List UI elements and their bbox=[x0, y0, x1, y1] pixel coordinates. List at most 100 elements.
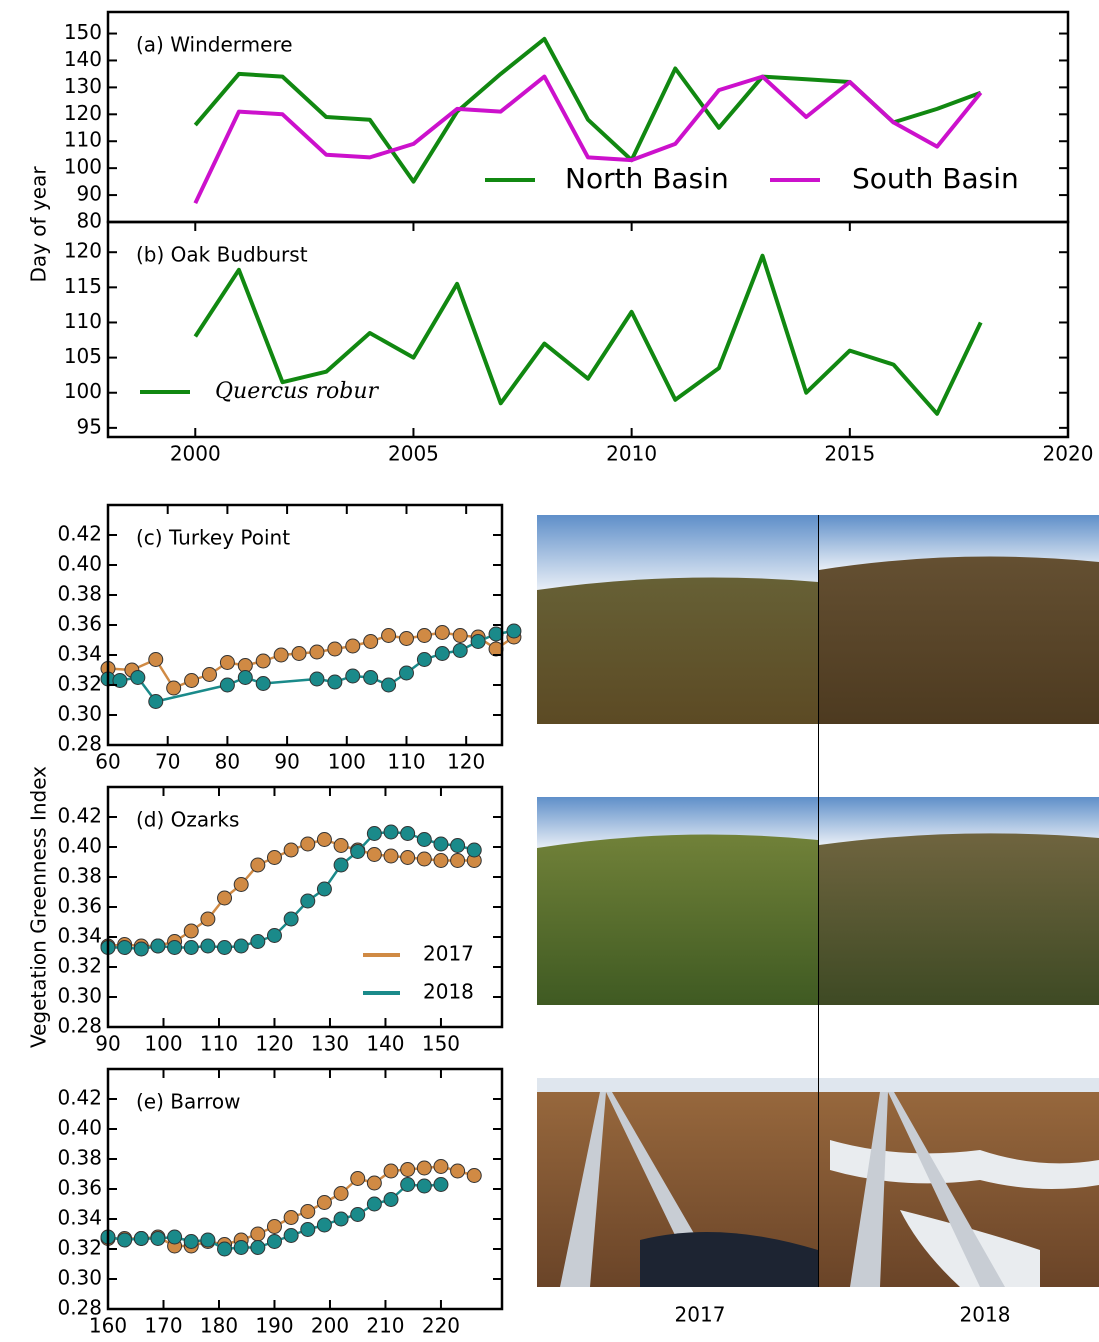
data-point bbox=[384, 849, 398, 863]
y-tick-label: 0.42 bbox=[57, 804, 102, 828]
data-point bbox=[434, 854, 448, 868]
x-tick-label: 2000 bbox=[170, 442, 221, 466]
data-point bbox=[382, 629, 396, 643]
y-tick-label: 0.40 bbox=[57, 552, 102, 576]
y-tick-label: 0.32 bbox=[57, 1236, 102, 1260]
y-axis-label: Vegetation Greenness Index bbox=[27, 766, 51, 1048]
photo-sky bbox=[537, 1078, 818, 1092]
data-point bbox=[256, 654, 270, 668]
data-point bbox=[467, 843, 481, 857]
legend-label: 2017 bbox=[423, 942, 474, 966]
data-point bbox=[301, 837, 315, 851]
data-point bbox=[434, 1178, 448, 1192]
data-point bbox=[310, 645, 324, 659]
data-point bbox=[234, 1241, 248, 1255]
data-point bbox=[384, 825, 398, 839]
data-point bbox=[417, 1161, 431, 1175]
y-tick-label: 140 bbox=[64, 47, 102, 71]
data-point bbox=[367, 1197, 381, 1211]
x-tick-label: 100 bbox=[328, 750, 366, 774]
y-axis-label: Day of year bbox=[27, 166, 51, 283]
data-point bbox=[284, 843, 298, 857]
y-tick-label: 0.30 bbox=[57, 984, 102, 1008]
data-point bbox=[131, 671, 145, 685]
y-tick-label: 0.36 bbox=[57, 894, 102, 918]
data-point bbox=[201, 1233, 215, 1247]
x-tick-label: 210 bbox=[366, 1314, 404, 1338]
data-point bbox=[184, 941, 198, 955]
y-tick-label: 90 bbox=[77, 182, 102, 206]
data-point bbox=[317, 882, 331, 896]
data-point bbox=[151, 1232, 165, 1246]
chart: 0.280.300.320.340.360.380.400.4216017018… bbox=[57, 1069, 502, 1338]
legend-label: Quercus robur bbox=[215, 379, 380, 404]
data-point bbox=[267, 1220, 281, 1234]
y-tick-label: 150 bbox=[64, 20, 102, 44]
data-point bbox=[346, 669, 360, 683]
data-point bbox=[334, 839, 348, 853]
data-point bbox=[364, 671, 378, 685]
data-point bbox=[168, 941, 182, 955]
page: {"chart_data": [ {"type": "line", "title… bbox=[0, 0, 1099, 1342]
data-point bbox=[435, 647, 449, 661]
y-tick-label: 110 bbox=[64, 309, 102, 333]
data-point bbox=[453, 629, 467, 643]
data-point bbox=[417, 629, 431, 643]
x-tick-label: 170 bbox=[144, 1314, 182, 1338]
x-tick-label: 220 bbox=[422, 1314, 460, 1338]
data-point bbox=[220, 678, 234, 692]
data-point bbox=[234, 939, 248, 953]
data-point bbox=[364, 635, 378, 649]
data-point bbox=[417, 653, 431, 667]
x-tick-label: 2010 bbox=[606, 442, 657, 466]
legend-label: North Basin bbox=[565, 162, 729, 195]
y-tick-label: 0.38 bbox=[57, 1146, 102, 1170]
data-point bbox=[434, 837, 448, 851]
chart: 0.280.300.320.340.360.380.400.4260708090… bbox=[57, 505, 520, 774]
data-point bbox=[202, 668, 216, 682]
data-point bbox=[256, 677, 270, 691]
x-tick-label: 180 bbox=[200, 1314, 238, 1338]
y-tick-label: 0.34 bbox=[57, 1206, 102, 1230]
x-tick-label: 70 bbox=[155, 750, 180, 774]
x-tick-label: 160 bbox=[89, 1314, 127, 1338]
panel-title: (e) Barrow bbox=[136, 1090, 241, 1114]
data-point bbox=[399, 632, 413, 646]
data-point bbox=[328, 642, 342, 656]
y-tick-label: 120 bbox=[64, 239, 102, 263]
panel-title: (a) Windermere bbox=[136, 33, 293, 57]
data-point bbox=[251, 1241, 265, 1255]
data-point bbox=[451, 854, 465, 868]
data-point bbox=[367, 1176, 381, 1190]
data-point bbox=[274, 648, 288, 662]
data-point bbox=[317, 1196, 331, 1210]
y-tick-label: 0.40 bbox=[57, 834, 102, 858]
y-tick-label: 0.34 bbox=[57, 642, 102, 666]
panel-title: (d) Ozarks bbox=[136, 808, 239, 832]
data-point bbox=[218, 1242, 232, 1256]
data-point bbox=[284, 1229, 298, 1243]
data-point bbox=[201, 939, 215, 953]
x-tick-label: 110 bbox=[387, 750, 425, 774]
data-point bbox=[251, 858, 265, 872]
y-tick-label: 0.36 bbox=[57, 612, 102, 636]
panel-title: (c) Turkey Point bbox=[136, 526, 290, 550]
y-tick-label: 0.32 bbox=[57, 672, 102, 696]
data-point bbox=[251, 935, 265, 949]
y-tick-label: 0.36 bbox=[57, 1176, 102, 1200]
data-point bbox=[334, 1212, 348, 1226]
data-point bbox=[417, 833, 431, 847]
data-point bbox=[284, 912, 298, 926]
data-point bbox=[267, 1235, 281, 1249]
data-point bbox=[310, 672, 324, 686]
data-point bbox=[451, 1164, 465, 1178]
x-tick-label: 200 bbox=[311, 1314, 349, 1338]
y-tick-label: 0.40 bbox=[57, 1116, 102, 1140]
data-point bbox=[435, 626, 449, 640]
data-point bbox=[417, 1179, 431, 1193]
data-point bbox=[184, 924, 198, 938]
data-point bbox=[367, 827, 381, 841]
legend-label: 2018 bbox=[423, 980, 474, 1004]
data-point bbox=[218, 891, 232, 905]
